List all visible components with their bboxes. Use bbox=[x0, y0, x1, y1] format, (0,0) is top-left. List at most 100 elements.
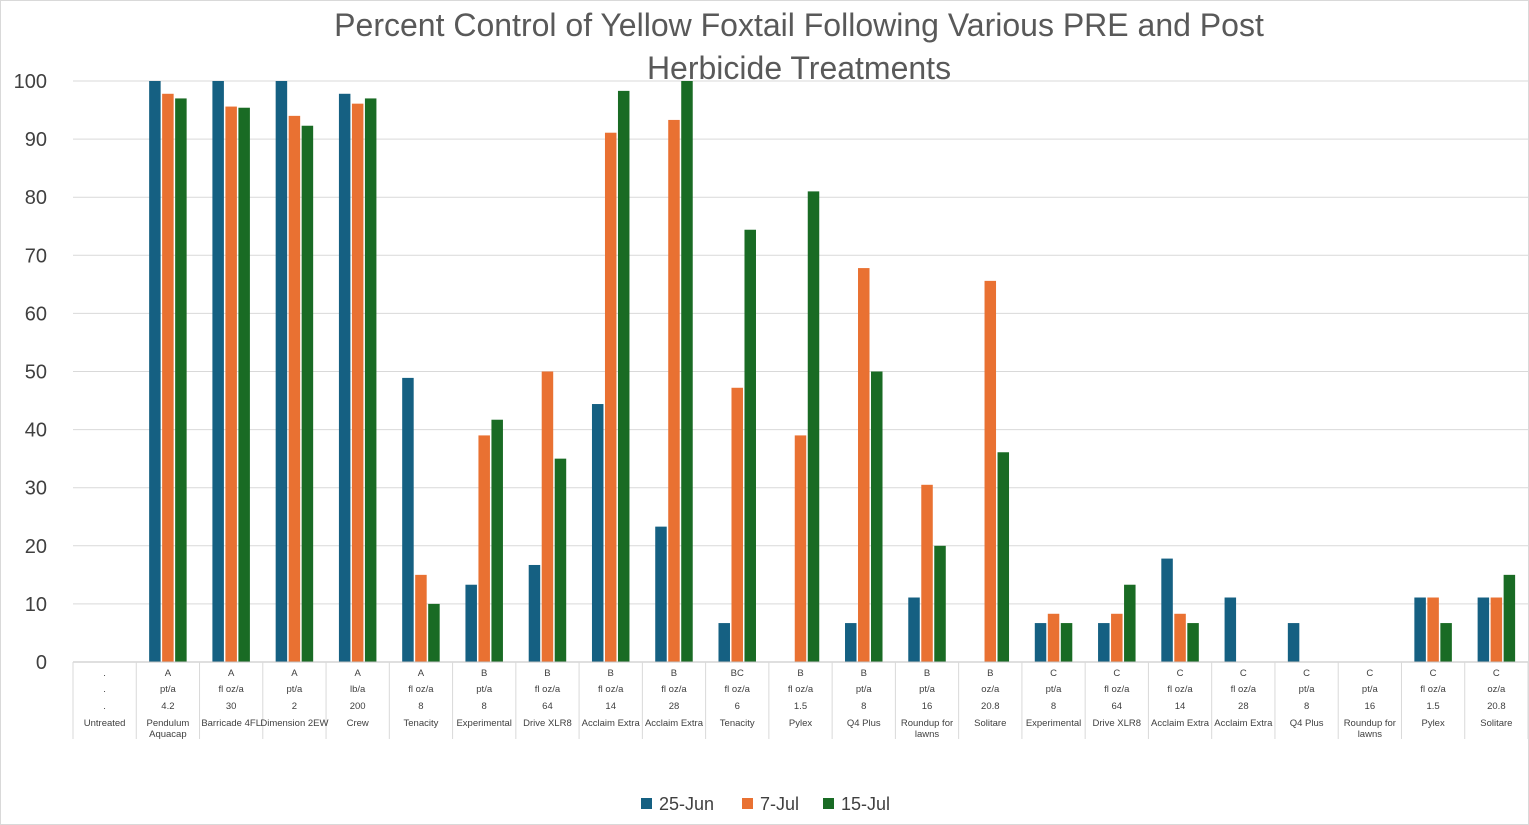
category-label: Drive XLR8 bbox=[523, 718, 572, 729]
category-label: C bbox=[1303, 668, 1310, 679]
y-tick-label: 20 bbox=[25, 536, 47, 558]
category-label: lb/a bbox=[350, 684, 366, 695]
category-label: A bbox=[165, 668, 172, 679]
bar-7-Jul-7 bbox=[541, 371, 554, 662]
y-tick-label: 100 bbox=[14, 71, 47, 93]
bars bbox=[149, 81, 1516, 663]
bar-25-Jun-13 bbox=[908, 597, 920, 662]
bar-25-Jun-15 bbox=[1034, 623, 1047, 662]
bar-15-Jul-10 bbox=[744, 229, 756, 662]
bar-7-Jul-2 bbox=[225, 106, 237, 662]
category-label: Acclaim Extra bbox=[645, 718, 704, 729]
bar-7-Jul-14 bbox=[984, 280, 997, 662]
category-label: Acclaim Extra bbox=[1151, 718, 1210, 729]
category-label: pt/a bbox=[160, 684, 177, 695]
bar-25-Jun-21 bbox=[1414, 597, 1426, 662]
bar-15-Jul-11 bbox=[807, 191, 820, 662]
category-label: 14 bbox=[605, 701, 616, 712]
category-label: Experimental bbox=[1026, 718, 1081, 729]
category-label: pt/a bbox=[856, 684, 873, 695]
category-label: Acclaim Extra bbox=[582, 718, 641, 729]
bar-7-Jul-22 bbox=[1490, 597, 1503, 662]
bar-25-Jun-5 bbox=[402, 377, 414, 662]
bar-7-Jul-17 bbox=[1174, 613, 1186, 662]
category-label: fl oz/a bbox=[1167, 684, 1193, 695]
bar-7-Jul-3 bbox=[288, 115, 301, 663]
bar-15-Jul-7 bbox=[554, 458, 567, 662]
bar-7-Jul-21 bbox=[1427, 597, 1439, 662]
bar-7-Jul-11 bbox=[794, 435, 807, 662]
category-label: B bbox=[924, 668, 930, 679]
category-label: Roundup for lawns bbox=[1344, 718, 1396, 740]
bar-7-Jul-12 bbox=[858, 268, 870, 662]
y-tick-label: 0 bbox=[36, 652, 47, 674]
category-label: pt/a bbox=[919, 684, 936, 695]
category-label: fl oz/a bbox=[1104, 684, 1130, 695]
category-label: Roundup for lawns bbox=[901, 718, 953, 740]
category-label: pt/a bbox=[286, 684, 303, 695]
category-label: B bbox=[987, 668, 993, 679]
category-label: 20.8 bbox=[1487, 701, 1506, 712]
category-label: 16 bbox=[922, 701, 933, 712]
legend-label: 25-Jun bbox=[659, 794, 714, 814]
x-axis bbox=[72, 661, 1528, 739]
bar-25-Jun-22 bbox=[1477, 597, 1490, 662]
bar-7-Jul-13 bbox=[921, 484, 933, 662]
category-label: fl oz/a bbox=[598, 684, 624, 695]
category-label: A bbox=[291, 668, 298, 679]
y-tick-label: 30 bbox=[25, 478, 47, 500]
legend-label: 7-Jul bbox=[760, 794, 799, 814]
category-labels: . A A A A A B B B B BC B B B B C C C C C C C C. pt/a fl oz/a pt/a… bbox=[84, 668, 1513, 740]
chart-title-line-1: Percent Control of Yellow Foxtail Follow… bbox=[334, 7, 1264, 43]
chart-title: Percent Control of Yellow Foxtail Follow… bbox=[334, 7, 1264, 86]
category-label: B bbox=[797, 668, 803, 679]
category-label: fl oz/a bbox=[661, 684, 687, 695]
bar-15-Jul-8 bbox=[617, 90, 630, 662]
category-label: 2 bbox=[292, 701, 297, 712]
bar-15-Jul-5 bbox=[428, 603, 440, 662]
bar-7-Jul-9 bbox=[668, 119, 680, 662]
category-label: C bbox=[1177, 668, 1184, 679]
category-label: C bbox=[1493, 668, 1500, 679]
category-label: B bbox=[861, 668, 867, 679]
category-label: 30 bbox=[226, 701, 237, 712]
category-label: fl oz/a bbox=[725, 684, 751, 695]
y-tick-label: 50 bbox=[25, 362, 47, 384]
chart-title-line-2: Herbicide Treatments bbox=[647, 50, 951, 86]
bar-15-Jul-12 bbox=[871, 371, 883, 662]
category-label: A bbox=[228, 668, 235, 679]
bar-7-Jul-4 bbox=[351, 103, 364, 662]
bar-15-Jul-21 bbox=[1440, 623, 1452, 662]
category-label: Crew bbox=[347, 718, 369, 729]
category-label: . bbox=[103, 684, 106, 695]
legend-label: 15-Jul bbox=[841, 794, 890, 814]
bar-7-Jul-15 bbox=[1047, 613, 1060, 662]
y-tick-label: 80 bbox=[25, 187, 47, 209]
category-label: fl oz/a bbox=[788, 684, 814, 695]
y-axis-tick-labels: 0 10 20 30 40 50 60 70 80 90 100 bbox=[14, 71, 47, 674]
category-label: fl oz/a bbox=[1231, 684, 1257, 695]
category-label: Pylex bbox=[1421, 718, 1444, 729]
bar-25-Jun-4 bbox=[338, 93, 351, 663]
bar-25-Jun-8 bbox=[591, 404, 604, 662]
legend: 25-Jun 7-Jul 15-Jul bbox=[641, 794, 890, 814]
bar-25-Jun-12 bbox=[845, 623, 857, 662]
bar-15-Jul-2 bbox=[238, 107, 250, 662]
bar-7-Jul-16 bbox=[1111, 613, 1123, 662]
category-label: 6 bbox=[735, 701, 740, 712]
category-label: 1.5 bbox=[1426, 701, 1439, 712]
y-tick-label: 90 bbox=[25, 129, 47, 151]
category-label: 8 bbox=[482, 701, 487, 712]
category-label: Drive XLR8 bbox=[1093, 718, 1142, 729]
legend-swatch-25-Jun bbox=[641, 798, 652, 809]
category-label: Solitare bbox=[974, 718, 1006, 729]
bar-25-Jun-7 bbox=[528, 564, 541, 662]
category-label: C bbox=[1430, 668, 1437, 679]
bar-25-Jun-17 bbox=[1161, 558, 1173, 662]
category-label: Q4 Plus bbox=[1290, 718, 1324, 729]
category-label: 8 bbox=[861, 701, 866, 712]
bar-25-Jun-6 bbox=[465, 584, 477, 662]
category-label: Dimension 2EW bbox=[260, 718, 328, 729]
